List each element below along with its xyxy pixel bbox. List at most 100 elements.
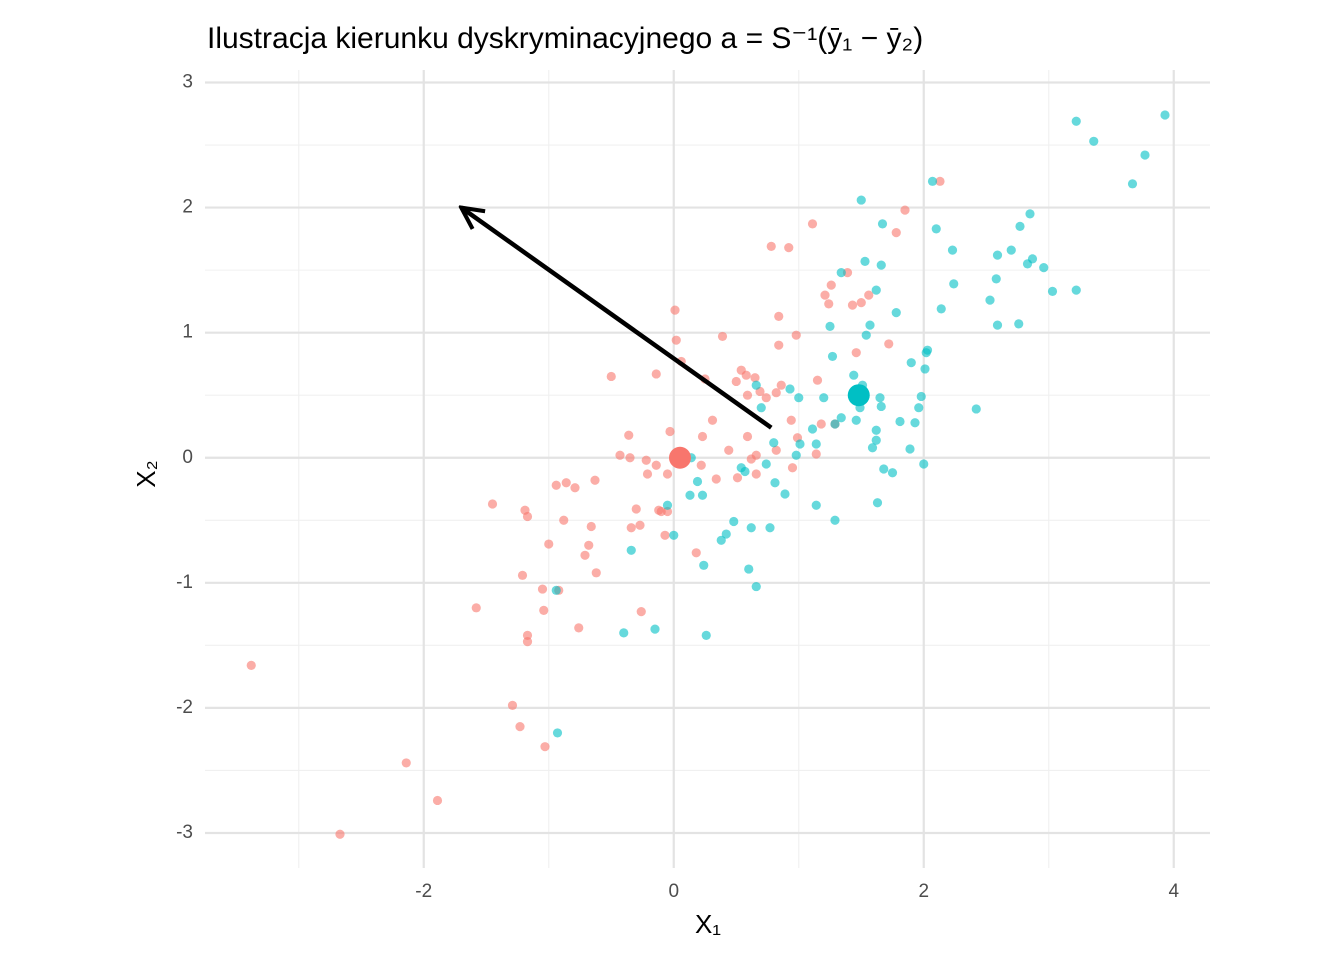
point: [856, 298, 866, 308]
point: [774, 311, 784, 322]
point: [876, 401, 886, 412]
point: [824, 299, 834, 309]
point: [811, 449, 821, 459]
point: [750, 373, 760, 383]
point: [669, 530, 679, 540]
point: [1015, 221, 1025, 231]
point: [741, 370, 751, 380]
point: [537, 584, 548, 594]
point: [871, 285, 881, 295]
point: [696, 460, 706, 470]
point: [769, 438, 779, 448]
point: [1014, 319, 1024, 329]
point: [791, 450, 801, 460]
point: [615, 450, 625, 460]
point: [697, 490, 708, 500]
point: [1071, 285, 1081, 295]
point: [1089, 136, 1099, 146]
point: [1039, 263, 1049, 273]
point: [570, 483, 580, 493]
point: [900, 205, 910, 215]
point: [891, 308, 901, 318]
point: [685, 490, 695, 500]
point: [711, 474, 721, 484]
point: [816, 419, 826, 429]
point: [522, 511, 533, 522]
point: [884, 339, 894, 349]
point: [651, 460, 661, 470]
point: [949, 279, 959, 289]
point: [864, 290, 874, 300]
point: [539, 605, 549, 615]
point: [591, 568, 601, 578]
point: [820, 290, 830, 300]
point: [865, 320, 875, 330]
point: [551, 585, 561, 595]
point: [830, 515, 840, 525]
point: [910, 418, 920, 428]
x-tick-label: 0: [668, 881, 679, 902]
point: [522, 637, 533, 647]
point: [771, 445, 781, 455]
point: [691, 548, 701, 558]
y-tick-label: 0: [182, 447, 193, 468]
point: [895, 416, 905, 427]
point: [641, 455, 651, 465]
point: [697, 431, 708, 442]
point: [650, 624, 660, 634]
point: [774, 340, 784, 350]
point: [744, 564, 754, 574]
point: [771, 388, 781, 398]
point: [827, 351, 838, 362]
point: [751, 581, 761, 592]
point: [432, 795, 443, 806]
point: [761, 459, 771, 469]
point: [851, 415, 861, 425]
point: [919, 459, 929, 469]
point: [787, 463, 798, 473]
point: [662, 469, 673, 479]
y-tick-label: 3: [182, 72, 193, 93]
point: [1071, 116, 1081, 126]
discriminant-arrow: [461, 208, 773, 430]
point: [766, 241, 776, 251]
point: [826, 280, 836, 290]
grid: [205, 70, 1210, 868]
point: [487, 499, 498, 509]
point: [872, 498, 883, 508]
point: [751, 450, 761, 460]
point: [742, 431, 753, 442]
point: [1140, 150, 1150, 160]
point: [651, 369, 661, 379]
point: [931, 224, 941, 234]
point: [819, 393, 829, 403]
point: [849, 370, 859, 380]
point: [877, 219, 888, 229]
point: [1006, 245, 1016, 255]
point: [812, 375, 823, 385]
point: [586, 521, 596, 532]
point: [920, 364, 930, 374]
y-tick-label: -1: [176, 572, 193, 593]
point: [1025, 209, 1035, 219]
point: [795, 439, 805, 449]
point: [471, 603, 481, 613]
point: [784, 243, 794, 253]
point: [916, 391, 926, 402]
point: [707, 415, 718, 425]
point: [401, 758, 411, 768]
point: [335, 829, 345, 839]
point: [580, 550, 590, 560]
point: [891, 228, 901, 238]
point: [665, 426, 675, 437]
point: [721, 529, 731, 539]
point: [836, 268, 846, 278]
point: [701, 630, 711, 640]
point: [517, 570, 528, 580]
y-tick-label: 1: [182, 322, 193, 343]
point: [619, 628, 629, 638]
point: [906, 358, 916, 368]
point: [561, 478, 571, 488]
point: [590, 475, 600, 485]
point: [1047, 286, 1058, 296]
